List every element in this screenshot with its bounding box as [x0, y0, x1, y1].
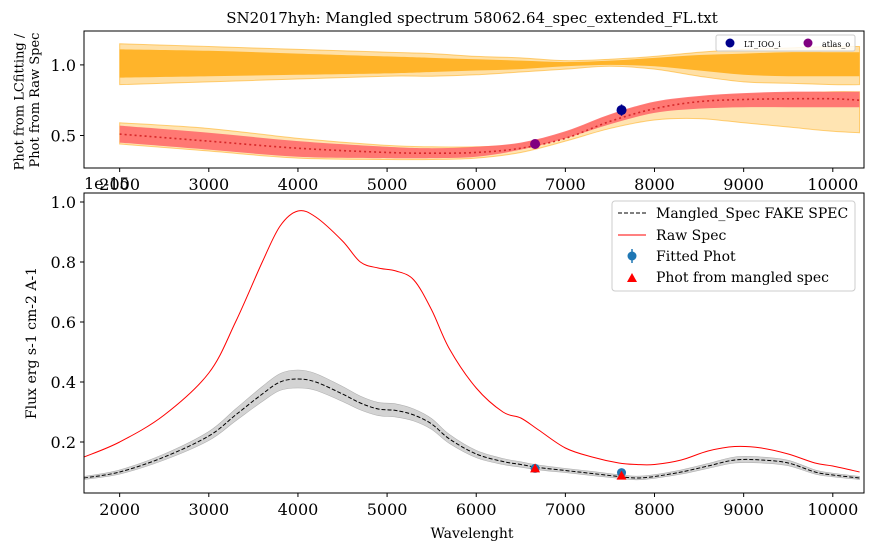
ratio-legend-marker-lt-ioo-i [725, 38, 735, 48]
ratio-legend-label-lt-ioo-i: LT_IOO_i [744, 40, 781, 49]
spectrum-x-tick-label-8000: 8000 [634, 500, 675, 519]
ratio-x-tick-label-4000: 4000 [278, 175, 319, 194]
ratio-x-tick-label-5000: 5000 [367, 175, 408, 194]
spectrum-x-tick-label-10000: 10000 [807, 500, 858, 519]
ratio-y-axis-label: Phot from LCfitting / Phot from Raw Spec [12, 30, 43, 171]
spectrum-y-tick-label-0.2: 0.2 [51, 433, 76, 452]
spectrum-legend-label-mangled-phot: Phot from mangled spec [656, 270, 829, 286]
ratio-plot-area [119, 43, 861, 161]
ratio-y-axis-label-line-1: Phot from LCfitting / [12, 33, 27, 170]
spectrum-legend: Mangled_Spec FAKE SPEC Raw Spec Fitted P… [611, 200, 856, 292]
spectrum-legend-marker-mangled-phot [627, 273, 637, 282]
ratio-point-lt-ioo-i [616, 105, 627, 116]
ratio-legend: LT_IOO_i atlas_o [715, 34, 856, 52]
spectrum-panel: 2000 3000 4000 5000 6000 7000 8000 9000 10000 0.… [24, 192, 865, 542]
ratio-x-tick-label-9000: 9000 [723, 175, 764, 194]
mangled-phot-point-3 [616, 470, 627, 480]
ratio-plot-frame [83, 30, 865, 169]
spectrum-y-tick-label-1: 1.0 [51, 193, 76, 212]
spectrum-legend-marker-fitted [627, 251, 637, 261]
spectrum-plot-frame [83, 192, 865, 494]
spectrum-x-ticks: 2000 3000 4000 5000 6000 7000 8000 9000 10000 [99, 493, 858, 519]
spectrum-x-tick-label-9000: 9000 [723, 500, 764, 519]
ratio-legend-marker-atlas-o [803, 38, 813, 48]
spectrum-y-axis-label: Flux erg s-1 cm-2 A-1 [24, 267, 40, 419]
ratio-y-ticks: 0.5 1.0 [51, 56, 84, 146]
ratio-y-tick-label-0.5: 0.5 [51, 127, 76, 146]
spectrum-x-tick-label-2000: 2000 [99, 500, 140, 519]
spectrum-x-tick-label-5000: 5000 [367, 500, 408, 519]
ratio-y-axis-label-line-2: Phot from Raw Spec [28, 33, 43, 168]
ratio-x-tick-label-6000: 6000 [456, 175, 497, 194]
figure-title: SN2017hyh: Mangled spectrum 58062.64_spe… [226, 9, 718, 27]
spectrum-x-tick-label-3000: 3000 [188, 500, 229, 519]
mangled-uncertainty-band [83, 369, 860, 481]
spectrum-x-tick-label-7000: 7000 [545, 500, 586, 519]
spectrum-plot-area [83, 210, 860, 481]
spectrum-x-tick-label-4000: 4000 [278, 500, 319, 519]
mangled-spec-line [83, 378, 860, 479]
spectrum-y-ticks: 0.2 0.4 0.6 0.8 1.0 [51, 193, 84, 452]
ratio-x-tick-label-10000: 10000 [807, 175, 858, 194]
mangled-phot-point-2 [530, 463, 541, 473]
spectrum-x-tick-label-6000: 6000 [456, 500, 497, 519]
ratio-x-tick-label-8000: 8000 [634, 175, 675, 194]
ratio-legend-box [715, 34, 856, 52]
spectrum-y-tick-label-0.6: 0.6 [51, 313, 76, 332]
ratio-x-tick-label-7000: 7000 [545, 175, 586, 194]
spectrum-y-tick-label-0.8: 0.8 [51, 253, 76, 272]
raw-spec-line [83, 210, 860, 473]
ratio-median-line [119, 97, 860, 154]
ratio-x-ticks: 2000 3000 4000 5000 6000 7000 8000 9000 10000 [99, 168, 858, 194]
unity-band-inner [119, 49, 860, 78]
ratio-y-tick-label-1: 1.0 [51, 56, 76, 75]
ratio-offset-text: 1e-15 [84, 174, 129, 193]
spectrum-legend-label-mangled: Mangled_Spec FAKE SPEC [656, 206, 848, 222]
spectrum-legend-label-fitted: Fitted Phot [656, 249, 736, 265]
ratio-panel: 2000 3000 4000 5000 6000 7000 8000 9000 10000 0.… [12, 30, 865, 194]
spectrum-legend-label-raw: Raw Spec [656, 228, 726, 244]
spectrum-legend-box [611, 200, 856, 292]
ratio-legend-label-atlas-o: atlas_o [822, 40, 850, 49]
ratio-point-atlas-o [530, 138, 541, 149]
spectrum-y-tick-label-0.4: 0.4 [51, 373, 76, 392]
spectrum-x-axis-label: Wavelenght [430, 526, 513, 542]
ratio-x-tick-label-3000: 3000 [188, 175, 229, 194]
ratio-x-tick-label-2000: 2000 [99, 175, 140, 194]
ratio-band [119, 91, 860, 159]
